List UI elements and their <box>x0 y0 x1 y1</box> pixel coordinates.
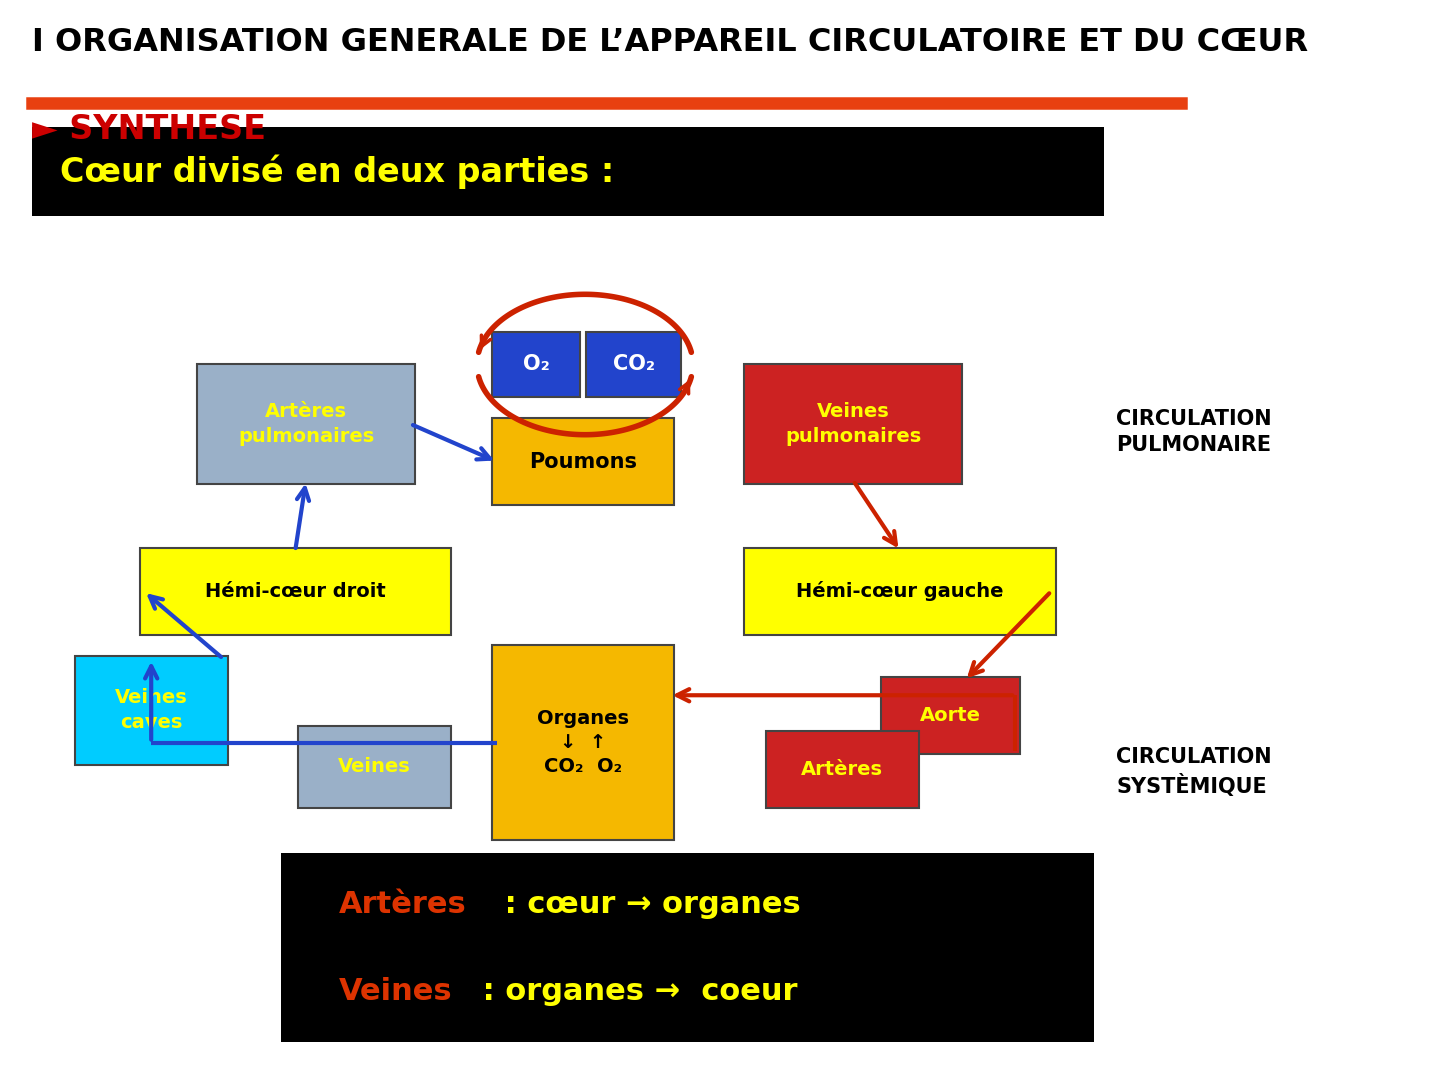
Text: Veines
caves: Veines caves <box>115 688 187 732</box>
FancyBboxPatch shape <box>766 731 919 808</box>
FancyBboxPatch shape <box>197 364 415 484</box>
Text: : organes →  coeur: : organes → coeur <box>472 976 798 1005</box>
Text: CIRCULATION
SYSTÈMIQUE: CIRCULATION SYSTÈMIQUE <box>1116 747 1272 797</box>
Text: CIRCULATION
PULMONAIRE: CIRCULATION PULMONAIRE <box>1116 409 1272 455</box>
Text: Veines: Veines <box>338 976 452 1005</box>
Text: Artères
pulmonaires: Artères pulmonaires <box>238 402 374 446</box>
Text: Poumons: Poumons <box>530 451 636 472</box>
Text: Artères: Artères <box>338 890 467 919</box>
Text: : cœur → organes: : cœur → organes <box>494 890 801 919</box>
FancyBboxPatch shape <box>492 332 580 397</box>
FancyBboxPatch shape <box>744 548 1056 635</box>
FancyBboxPatch shape <box>281 853 1094 1042</box>
Text: Hémi-cœur droit: Hémi-cœur droit <box>204 582 386 600</box>
Text: I ORGANISATION GENERALE DE L’APPAREIL CIRCULATOIRE ET DU CŒUR: I ORGANISATION GENERALE DE L’APPAREIL CI… <box>32 27 1308 58</box>
Text: Organes
↓  ↑
CO₂  O₂: Organes ↓ ↑ CO₂ O₂ <box>537 708 629 777</box>
Text: O₂: O₂ <box>523 354 550 375</box>
Text: Cœur divisé en deux parties :: Cœur divisé en deux parties : <box>60 154 615 189</box>
Text: Aorte: Aorte <box>920 706 981 725</box>
FancyBboxPatch shape <box>586 332 681 397</box>
FancyBboxPatch shape <box>492 418 674 505</box>
Text: CO₂: CO₂ <box>612 354 655 375</box>
FancyBboxPatch shape <box>32 127 1104 216</box>
Text: ► SYNTHESE: ► SYNTHESE <box>32 113 266 147</box>
FancyBboxPatch shape <box>744 364 962 484</box>
FancyBboxPatch shape <box>140 548 451 635</box>
Text: Veines
pulmonaires: Veines pulmonaires <box>785 402 922 446</box>
FancyBboxPatch shape <box>75 656 228 765</box>
Text: Veines: Veines <box>338 757 410 777</box>
Text: Artères: Artères <box>802 760 883 779</box>
FancyBboxPatch shape <box>492 645 674 840</box>
FancyBboxPatch shape <box>298 726 451 808</box>
Text: Hémi-cœur gauche: Hémi-cœur gauche <box>796 581 1004 602</box>
FancyBboxPatch shape <box>881 677 1020 754</box>
